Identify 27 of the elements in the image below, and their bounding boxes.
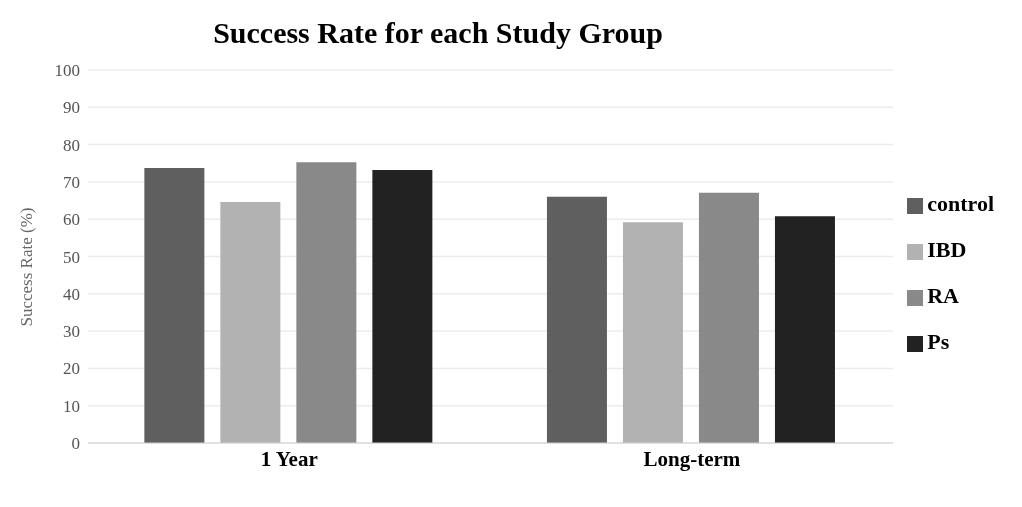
bar [622, 222, 683, 443]
y-tick-label: 60 [63, 210, 80, 230]
chart-title: Success Rate for each Study Group [212, 15, 664, 51]
bar [372, 169, 433, 443]
x-tick-label: 1 Year [260, 446, 318, 471]
legend-label: IBD [927, 237, 967, 262]
legend-label: Ps [927, 329, 950, 354]
bar [774, 216, 835, 443]
y-tick-label: 100 [54, 61, 80, 81]
legend-label: RA [927, 283, 959, 308]
x-tick-label: Long-term [643, 446, 741, 471]
y-tick-label: 10 [63, 396, 80, 416]
y-axis-title: Success Rate (%) [17, 207, 37, 327]
bar [546, 196, 607, 443]
y-tick-label: 70 [63, 172, 80, 192]
y-tick-label: 50 [63, 247, 80, 267]
y-tick-label: 0 [71, 434, 80, 454]
bar [698, 192, 759, 443]
legend-label: control [927, 191, 994, 216]
y-tick-label: 40 [63, 284, 80, 304]
bar [220, 202, 281, 443]
y-tick-label: 90 [63, 98, 80, 118]
bar [144, 168, 205, 443]
y-tick-label: 80 [63, 135, 80, 155]
y-tick-label: 30 [63, 322, 80, 342]
y-tick-label: 20 [63, 359, 80, 379]
bar [296, 162, 357, 443]
